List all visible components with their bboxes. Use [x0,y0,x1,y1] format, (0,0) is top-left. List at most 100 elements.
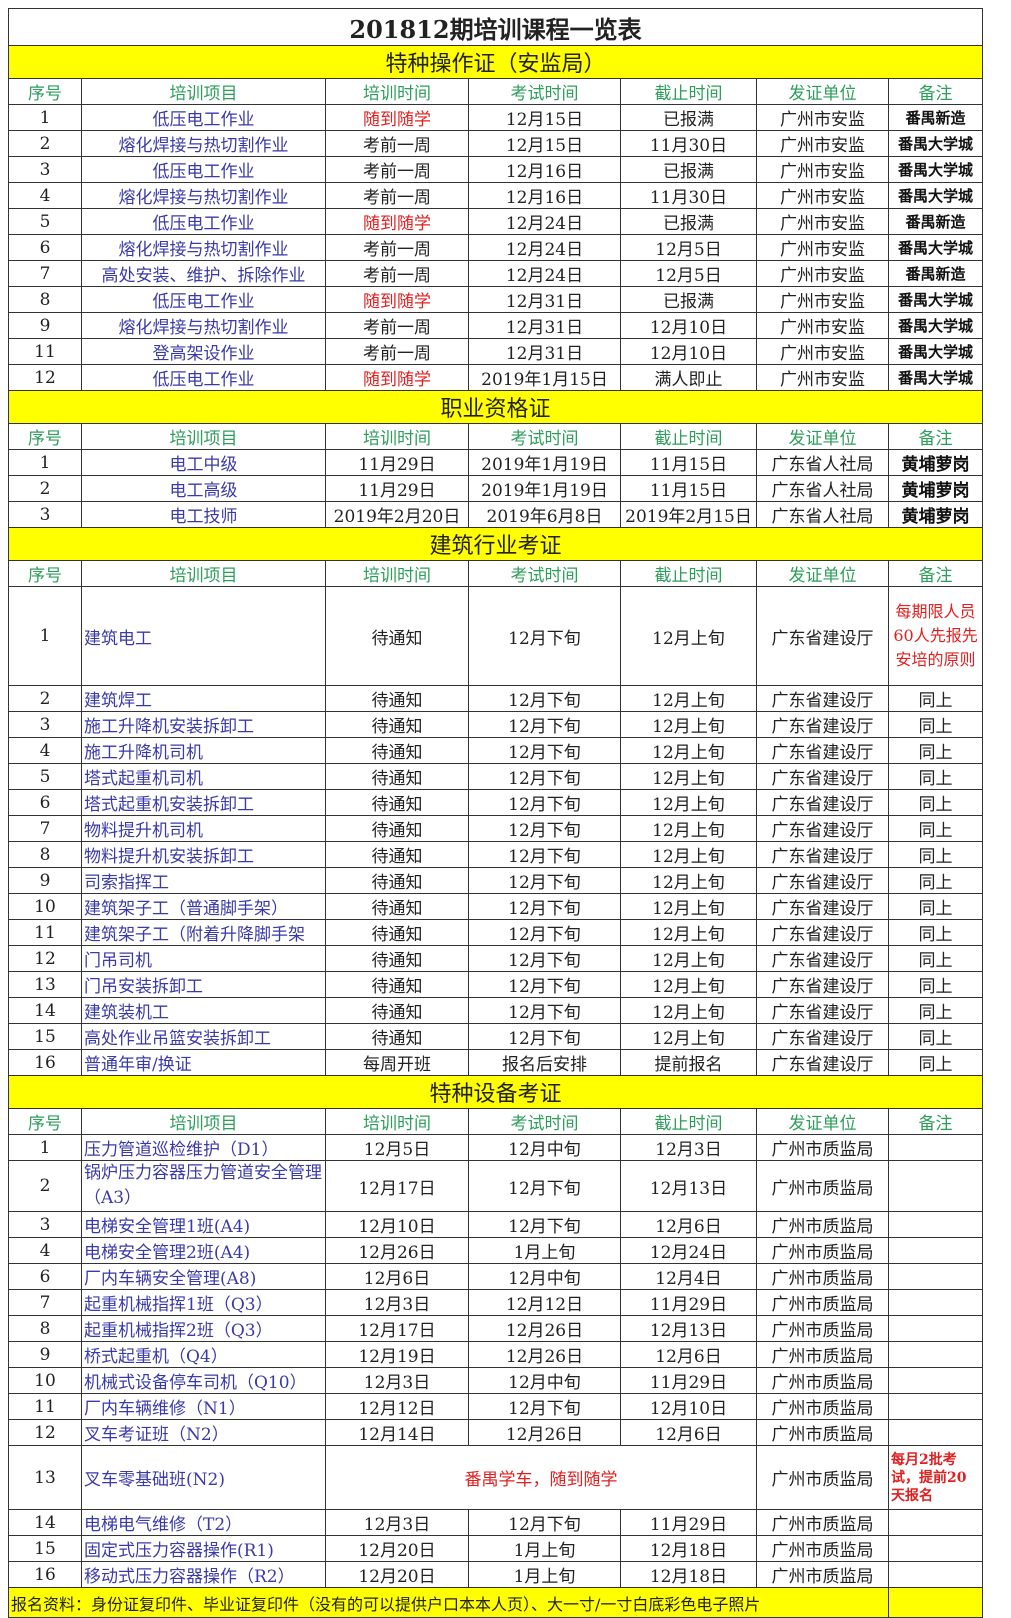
cell-issuer: 广州市质监局 [756,1211,889,1238]
cell-issuer: 广州市质监局 [756,1341,889,1368]
cell-exam-time: 2019年6月8日 [468,501,621,528]
cell-deadline: 12月上旬 [620,841,757,868]
cell-issuer: 广州市安监 [756,104,889,131]
cell-exam-time: 2019年1月15日 [468,364,621,391]
cell-item: 熔化焊接与热切割作业 [81,234,326,261]
cell-train-time: 待通知 [325,763,469,790]
cell-deadline: 已报满 [620,104,757,131]
cell-no: 2 [8,1160,82,1212]
cell-issuer: 广州市安监 [756,338,889,365]
table-row: 10 建筑架子工（普通脚手架） 待通知 12月下旬 12月上旬 广东省建设厅 同上 [8,893,984,920]
cell-issuer: 广州市安监 [756,234,889,261]
cell-note: 同上 [887,893,984,920]
cell-exam-time: 12月下旬 [468,893,621,920]
cell-train-time: 待通知 [325,737,469,764]
table-row: 2 建筑焊工 待通知 12月下旬 12月上旬 广东省建设厅 同上 [8,685,984,712]
column-header-note: 备注 [887,78,984,105]
header-row: 序号 培训项目 培训时间 考试时间 截止时间 发证单位 备注 [8,560,984,587]
cell-note: 番禺新造 [887,260,984,287]
table-row: 2 锅炉压力容器压力管道安全管理（A3） 12月17日 12月下旬 12月13日 广州市质… [8,1160,984,1212]
cell-no: 3 [8,711,82,738]
cell-no: 13 [8,1445,82,1510]
cell-no: 12 [8,945,82,972]
cell-no: 4 [8,737,82,764]
cell-item: 锅炉压力容器压力管道安全管理（A3） [81,1160,326,1212]
table-row: 6 熔化焊接与热切割作业 考前一周 12月24日 12月5日 广州市安监 番禺大学城 [8,234,984,261]
cell-deadline: 12月上旬 [620,867,757,894]
cell-issuer: 广东省建设厅 [756,711,889,738]
cell-train-time: 12月14日 [325,1419,469,1446]
cell-train-time: 每周开班 [325,1049,469,1076]
cell-train-time: 12月5日 [325,1134,469,1161]
cell-deadline: 12月4日 [620,1263,757,1290]
cell-exam-time: 12月下旬 [468,971,621,998]
column-header-no: 序号 [8,78,82,105]
cell-issuer: 广东省建设厅 [756,1049,889,1076]
cell-exam-time: 12月中旬 [468,1263,621,1290]
cell-exam-time: 12月15日 [468,130,621,157]
cell-issuer: 广州市安监 [756,260,889,287]
cell-schedule: 番禺学车，随到随学 [325,1445,757,1510]
cell-train-time: 待通知 [325,893,469,920]
cell-issuer: 广东省建设厅 [756,789,889,816]
cell-no: 8 [8,1315,82,1342]
cell-train-time: 考前一周 [325,156,469,183]
cell-exam-time: 12月下旬 [468,919,621,946]
cell-issuer: 广东省建设厅 [756,841,889,868]
cell-train-time: 12月17日 [325,1160,469,1212]
table-row: 7 物料提升机司机 待通知 12月下旬 12月上旬 广东省建设厅 同上 [8,815,984,842]
table-row: 10 机械式设备停车司机（Q10） 12月3日 12月中旬 11月29日 广州市质监局 [8,1367,984,1394]
cell-note [887,1561,984,1588]
cell-note [887,1509,984,1536]
cell-item: 固定式压力容器操作(R1) [81,1535,326,1562]
cell-issuer: 广东省人社局 [756,475,889,502]
cell-exam-time: 12月下旬 [468,685,621,712]
table-row: 14 电梯电气维修（T2） 12月3日 12月下旬 11月29日 广州市质监局 [8,1509,984,1536]
cell-note: 同上 [887,763,984,790]
cell-issuer: 广州市安监 [756,312,889,339]
table-row: 5 低压电工作业 随到随学 12月24日 已报满 广州市安监 番禺新造 [8,208,984,235]
cell-no: 12 [8,1419,82,1446]
column-header-exam-time: 考试时间 [468,1108,621,1135]
column-header-issuer: 发证单位 [756,1108,889,1135]
cell-train-time: 随到随学 [325,104,469,131]
column-header-train-time: 培训时间 [325,560,469,587]
cell-deadline: 11月29日 [620,1289,757,1316]
cell-exam-time: 12月下旬 [468,815,621,842]
cell-train-time: 12月3日 [325,1289,469,1316]
cell-exam-time: 12月下旬 [468,945,621,972]
cell-issuer: 广东省建设厅 [756,737,889,764]
cell-deadline: 12月上旬 [620,789,757,816]
cell-train-time: 考前一周 [325,234,469,261]
cell-train-time: 待通知 [325,841,469,868]
cell-deadline: 12月6日 [620,1211,757,1238]
table-row: 12 叉车考证班（N2） 12月14日 12月26日 12月6日 广州市质监局 [8,1419,984,1446]
cell-exam-time: 12月下旬 [468,1509,621,1536]
cell-issuer: 广东省建设厅 [756,867,889,894]
cell-no: 16 [8,1561,82,1588]
cell-deadline: 12月10日 [620,312,757,339]
table-row: 6 塔式起重机安装拆卸工 待通知 12月下旬 12月上旬 广东省建设厅 同上 [8,789,984,816]
table-row: 5 塔式起重机司机 待通知 12月下旬 12月上旬 广东省建设厅 同上 [8,763,984,790]
cell-train-time: 待通知 [325,789,469,816]
header-row: 序号 培训项目 培训时间 考试时间 截止时间 发证单位 备注 [8,78,984,105]
cell-issuer: 广东省建设厅 [756,893,889,920]
cell-item: 熔化焊接与热切割作业 [81,130,326,157]
cell-deadline: 12月上旬 [620,971,757,998]
table-row: 4 施工升降机司机 待通知 12月下旬 12月上旬 广东省建设厅 同上 [8,737,984,764]
header-row: 序号 培训项目 培训时间 考试时间 截止时间 发证单位 备注 [8,1108,984,1135]
cell-item: 建筑电工 [81,586,326,686]
table-row: 15 固定式压力容器操作(R1) 12月20日 1月上旬 12月18日 广州市质监局 [8,1535,984,1562]
cell-no: 3 [8,1211,82,1238]
cell-no: 15 [8,1023,82,1050]
cell-note: 番禺大学城 [887,338,984,365]
section-title: 职业资格证 [7,390,984,424]
cell-no: 7 [8,1289,82,1316]
cell-issuer: 广州市质监局 [756,1289,889,1316]
cell-exam-time: 12月24日 [468,260,621,287]
cell-exam-time: 12月下旬 [468,867,621,894]
cell-train-time: 考前一周 [325,312,469,339]
cell-exam-time: 2019年1月19日 [468,475,621,502]
cell-item: 电梯安全管理2班(A4) [81,1237,326,1264]
column-header-deadline: 截止时间 [620,78,757,105]
